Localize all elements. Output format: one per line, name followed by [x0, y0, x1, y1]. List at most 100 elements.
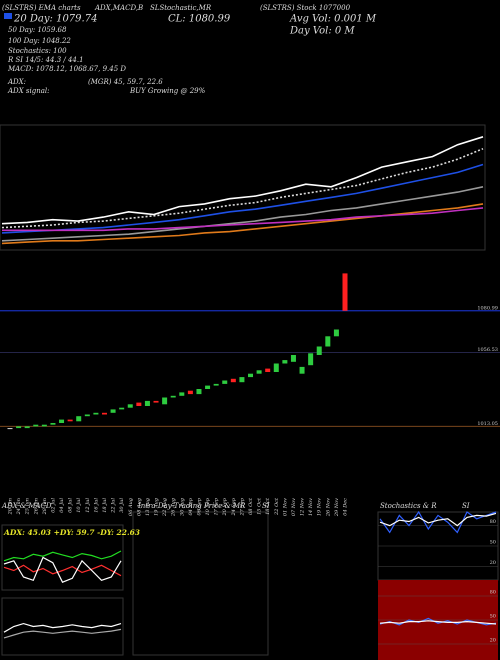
y-tick-label: 80: [490, 590, 496, 596]
adx-values: (MGR) 45, 59.7, 22.6: [88, 78, 163, 86]
stoch-text: Stochastics: 100: [8, 47, 67, 55]
candle-body: [179, 392, 185, 396]
candle-body: [333, 329, 339, 337]
candle-body: [273, 363, 279, 372]
x-tick-label: 06 Sep: [197, 497, 203, 515]
signal-text: BUY Growing @ 29%: [129, 87, 206, 95]
day100-text: 100 Day: 1048.22: [8, 37, 71, 45]
x-tick-label: 06 Aug: [128, 498, 134, 516]
x-tick-label: 18 Oct: [265, 497, 271, 515]
candle-body: [153, 400, 159, 403]
x-tick-label: 04 Dec: [343, 498, 349, 516]
y-tick-label: 1080.99: [477, 305, 498, 311]
series-line: [3, 556, 122, 583]
adx-text: ADX:: [7, 78, 26, 86]
x-tick-label: 01 Nov: [282, 498, 288, 516]
header-text: SLStochastic,MR: [150, 4, 212, 12]
legend-swatch: [4, 13, 12, 19]
header-text: (SLSTRS) EMA charts: [2, 4, 81, 12]
day50-text: 50 Day: 1059.68: [8, 26, 67, 34]
candle-body: [170, 395, 176, 398]
candle-body: [101, 412, 107, 415]
x-tick-label: 17 Sep: [214, 497, 220, 515]
x-tick-label: 26 Nov: [325, 498, 331, 517]
candle-body: [265, 368, 271, 372]
x-tick-label: 20 Sep: [222, 497, 228, 516]
x-tick-label: 19 Aug: [154, 498, 160, 516]
candle-body: [50, 423, 56, 425]
y-tick-label: 80: [490, 519, 496, 525]
x-tick-label: 08 Oct: [248, 497, 254, 515]
series-line: [3, 622, 122, 633]
candle-body: [308, 353, 314, 366]
candle-body: [24, 426, 30, 429]
panel: [1, 524, 124, 591]
x-tick-label: 13 Aug: [145, 498, 151, 516]
candle-body: [290, 355, 296, 362]
x-tick-label: 26 Aug: [171, 498, 177, 517]
candle-body: [136, 402, 142, 406]
candle-body: [239, 377, 245, 383]
candle-body: [342, 273, 348, 311]
x-tick-label: 24 Sep: [231, 497, 237, 516]
candle-body: [316, 346, 322, 355]
series-line: [2, 207, 484, 232]
x-tick-label: 08 Jul: [68, 498, 74, 513]
x-tick-label: 16 Jul: [93, 498, 99, 513]
y-tick-label: 20: [490, 638, 496, 644]
x-tick-label: 27 Sep: [239, 497, 245, 516]
header-text: ADX,MACD,B: [94, 4, 143, 12]
candle-body: [67, 419, 73, 422]
x-tick-label: 22 Oct: [274, 497, 280, 516]
candle-body: [93, 412, 99, 415]
x-tick-label: 12 Jul: [85, 498, 91, 513]
rsi-text: R SI 14/5: 44.3 / 44.1: [7, 56, 84, 64]
candle-body: [325, 336, 331, 347]
day-vol-text: Day Vol: 0 M: [289, 26, 355, 37]
series-line: [379, 510, 497, 534]
y-tick-label: 50: [490, 614, 496, 620]
x-tick-label: 29 Nov: [334, 498, 340, 517]
candle-body: [248, 373, 254, 378]
series-line: [1, 163, 484, 234]
y-tick-label: 1056.53: [477, 347, 498, 353]
x-tick-label: 08 Aug: [136, 498, 142, 516]
y-tick-label: 1013.05: [477, 421, 498, 427]
series-line: [3, 550, 122, 562]
candle-body: [196, 389, 202, 395]
y-tick-label: 20: [490, 560, 496, 566]
candle-body: [187, 390, 193, 395]
panel: [1, 597, 124, 656]
candle-body: [127, 404, 133, 408]
x-tick-label: 24 Jun: [16, 498, 22, 515]
candle-body: [7, 428, 13, 430]
candle-body: [59, 419, 65, 423]
series-line: [3, 564, 122, 577]
candle-body: [205, 385, 211, 389]
candle-body: [213, 383, 219, 386]
panel-title: ADX & MACD: [1, 502, 52, 510]
x-tick-label: 19 Nov: [317, 498, 323, 516]
x-tick-label: 04 Jul: [59, 498, 65, 513]
x-tick-label: 30 Jul: [119, 498, 125, 513]
x-tick-label: 14 Nov: [308, 498, 314, 516]
candle-body: [76, 416, 82, 422]
candle-body: [282, 360, 288, 364]
y-tick-label: 50: [490, 540, 496, 546]
series-line: [379, 512, 497, 527]
candle-body: [256, 370, 262, 374]
x-tick-label: 20 Jun: [8, 498, 14, 515]
panel-title: SI: [262, 502, 270, 510]
adx-label: ADX: 45.03 +DY: 59.7 -DY: 22.63: [3, 528, 140, 537]
series-line: [379, 620, 497, 625]
candle-body: [162, 397, 168, 405]
candle-body: [144, 400, 150, 406]
x-tick-label: 04 Sep: [188, 497, 194, 515]
candle-body: [222, 380, 228, 384]
candle-body: [16, 426, 22, 429]
panel-title: Intra Day Trading Price & MR: [137, 502, 246, 510]
series-line: [1, 203, 484, 245]
x-tick-label: 15 Oct: [257, 497, 263, 515]
